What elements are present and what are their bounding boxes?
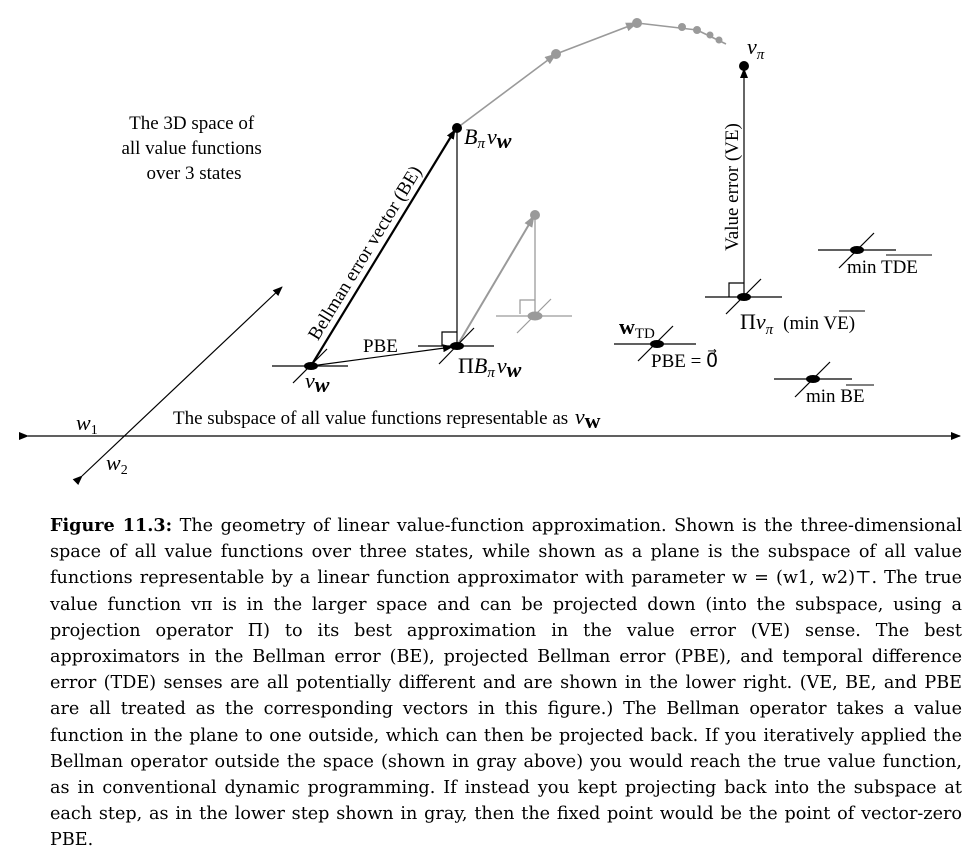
w2-label: w2 [106,450,128,478]
be-vector-label: Bellman error vector (BE) [304,162,426,344]
pi-bpi-vw-label: ΠBπvw [458,353,522,382]
min-tde-point [818,232,896,269]
bellman-error-vector [310,129,456,367]
bpi-vw-label: Bπvw [464,124,512,153]
vw-point [272,348,348,384]
pi-vpi-label: Πvπ (min VE) [740,309,855,338]
figure-label: Figure 11.3: [50,515,173,536]
ve-right-angle-marker [728,282,744,297]
vpi-label: vπ [747,34,765,63]
gray-lower-step [456,210,572,347]
vw-label: vw [305,368,330,397]
min-be-point [774,361,852,398]
space-label: The 3D space of all value functions over… [121,113,266,184]
figure-caption: Figure 11.3: The geometry of linear valu… [50,513,962,854]
pi-vpi-point [705,278,782,315]
min-be-label: min BE [806,386,865,407]
right-angle-marker [441,331,457,346]
pbe-vector [310,344,453,367]
gray-dp-trajectory [456,18,727,129]
subspace-axes [19,286,961,486]
value-function-geometry-diagram: The 3D space of all value functions over… [19,18,961,486]
wtd-point [614,325,696,362]
pbe-zero-label: PBE = 0⃗ [651,349,718,372]
caption-text: The geometry of linear value-function ap… [50,516,963,851]
min-tde-label: min TDE [847,257,918,278]
pi-bpi-vw-point [418,327,494,365]
w1-label: w1 [76,410,98,438]
ve-label: Value error (VE) [722,123,743,251]
wtd-label: wTD [619,314,655,342]
pbe-label: PBE [363,336,398,357]
w2-axis [72,286,283,486]
subspace-label: The subspace of all value functions repr… [173,404,601,433]
